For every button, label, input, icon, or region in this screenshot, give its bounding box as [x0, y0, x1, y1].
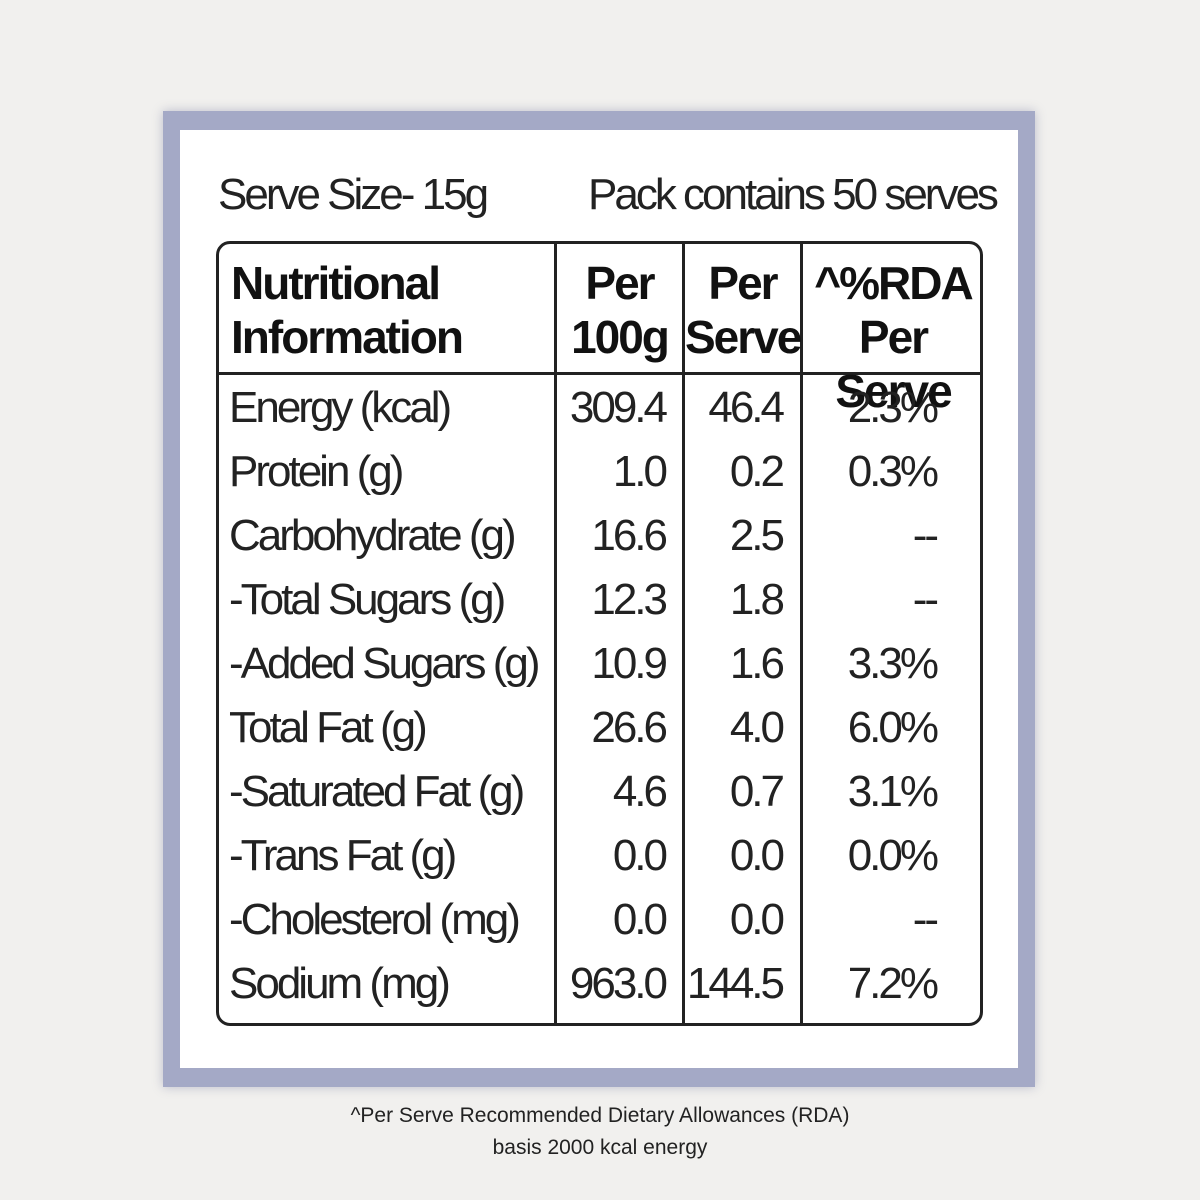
value-rda: 0.0% — [847, 831, 939, 880]
header-rda-line1: ^%RDA — [814, 257, 973, 309]
header-per-serve-line1: Per — [708, 257, 778, 309]
nutrient-name: Protein (g) — [229, 447, 404, 496]
value-rda: 6.0% — [847, 703, 939, 752]
value-per-100g: 16.6 — [591, 511, 668, 560]
value-rda: -- — [912, 895, 939, 944]
value-per-serve: 0.2 — [729, 447, 785, 496]
value-rda: -- — [912, 575, 939, 624]
pack-contains: Pack contains 50 serves — [588, 170, 999, 219]
value-per-serve: 2.5 — [729, 511, 785, 560]
header-per-serve: Per Serve — [685, 256, 802, 364]
value-per-100g: 10.9 — [591, 639, 668, 688]
header-per-serve-line2: Serve — [685, 311, 802, 363]
value-per-serve: 144.5 — [686, 959, 785, 1008]
value-per-100g: 0.0 — [612, 895, 668, 944]
nutrient-name: Sodium (mg) — [229, 959, 451, 1008]
footnote-line2: basis 2000 kcal energy — [492, 1136, 708, 1159]
value-rda: 0.3% — [847, 447, 939, 496]
value-per-100g: 309.4 — [569, 383, 668, 432]
header-nutrient: Nutritional Information — [231, 256, 464, 364]
nutrient-name: Total Fat (g) — [229, 703, 428, 752]
value-per-100g: 0.0 — [612, 831, 668, 880]
table-row: -Saturated Fat (g) 4.6 0.7 3.1% — [219, 760, 980, 824]
table-row: Sodium (mg) 963.0 144.5 7.2% — [219, 952, 980, 1016]
header-nutrient-line1: Nutritional — [231, 257, 441, 309]
header-nutrient-line2: Information — [231, 311, 464, 363]
header-divider — [219, 372, 980, 375]
label-card — [180, 130, 1018, 1068]
nutrient-name: -Total Sugars (g) — [229, 575, 506, 624]
nutrient-name: Energy (kcal) — [229, 383, 452, 432]
value-per-serve: 1.6 — [729, 639, 785, 688]
column-divider — [800, 244, 803, 1023]
value-per-serve: 0.7 — [729, 767, 785, 816]
header-per-100g: Per 100g — [557, 256, 682, 364]
value-per-serve: 0.0 — [729, 831, 785, 880]
column-divider — [554, 244, 557, 1023]
nutrient-name: Carbohydrate (g) — [229, 511, 517, 560]
column-divider — [682, 244, 685, 1023]
value-per-100g: 4.6 — [612, 767, 668, 816]
header-per-100g-line1: Per — [585, 257, 655, 309]
value-rda: 7.2% — [847, 959, 939, 1008]
value-rda: -- — [912, 511, 939, 560]
table-row: -Trans Fat (g) 0.0 0.0 0.0% — [219, 824, 980, 888]
nutrient-name: -Trans Fat (g) — [229, 831, 457, 880]
value-per-100g: 1.0 — [612, 447, 668, 496]
value-rda: 2.3% — [847, 383, 939, 432]
footnote-line1: ^Per Serve Recommended Dietary Allowance… — [350, 1104, 850, 1127]
value-per-serve: 4.0 — [729, 703, 785, 752]
serve-size: Serve Size- 15g — [218, 170, 489, 219]
value-per-100g: 963.0 — [569, 959, 668, 1008]
header-rda-line2: Per Serve — [835, 311, 952, 417]
table-row: -Total Sugars (g) 12.3 1.8 -- — [219, 568, 980, 632]
value-per-100g: 12.3 — [591, 575, 668, 624]
nutrient-name: -Cholesterol (mg) — [229, 895, 521, 944]
value-per-serve: 0.0 — [729, 895, 785, 944]
value-rda: 3.1% — [847, 767, 939, 816]
header-rda: ^%RDA Per Serve — [803, 256, 980, 418]
value-rda: 3.3% — [847, 639, 939, 688]
table-row: -Cholesterol (mg) 0.0 0.0 -- — [219, 888, 980, 952]
table-row: Protein (g) 1.0 0.2 0.3% — [219, 440, 980, 504]
table-row: Total Fat (g) 26.6 4.0 6.0% — [219, 696, 980, 760]
table-row: -Added Sugars (g) 10.9 1.6 3.3% — [219, 632, 980, 696]
value-per-100g: 26.6 — [591, 703, 668, 752]
value-per-serve: 46.4 — [708, 383, 785, 432]
header-per-100g-line2: 100g — [571, 311, 670, 363]
table-row: Carbohydrate (g) 16.6 2.5 -- — [219, 504, 980, 568]
table-row: Energy (kcal) 309.4 46.4 2.3% — [219, 376, 980, 440]
nutrient-name: -Saturated Fat (g) — [229, 767, 525, 816]
nutrition-table: Nutritional Information Per 100g Per Ser… — [216, 241, 983, 1026]
value-per-serve: 1.8 — [729, 575, 785, 624]
nutrient-name: -Added Sugars (g) — [229, 639, 541, 688]
